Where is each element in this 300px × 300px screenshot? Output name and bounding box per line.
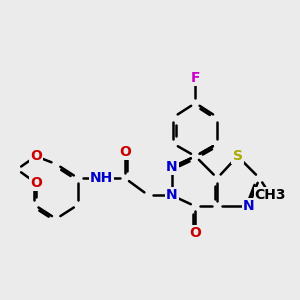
Text: N: N (243, 199, 254, 213)
Text: F: F (190, 71, 200, 85)
Text: O: O (30, 149, 42, 163)
Text: O: O (30, 176, 42, 190)
Text: CH3: CH3 (255, 188, 286, 203)
Text: N: N (166, 188, 178, 203)
Text: O: O (189, 226, 201, 240)
Text: S: S (232, 149, 243, 163)
Text: N: N (166, 160, 178, 174)
Text: O: O (119, 145, 131, 159)
Text: NH: NH (90, 171, 113, 185)
